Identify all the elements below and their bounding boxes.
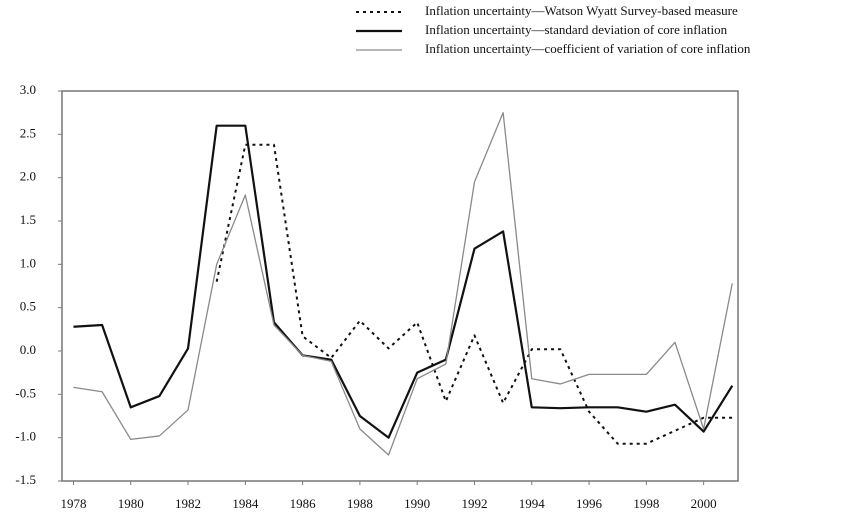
x-tick-label: 1986	[290, 496, 317, 511]
x-tick-label: 1984	[232, 496, 259, 511]
series-line	[73, 124, 734, 439]
x-tick-label: 1996	[576, 496, 603, 511]
y-tick-label: 2.5	[20, 125, 36, 140]
x-tick-label: 1980	[118, 496, 144, 511]
series-line	[73, 112, 733, 456]
y-tick-label: -0.5	[15, 385, 36, 400]
x-tick-label: 1988	[347, 496, 373, 511]
y-tick-label: 1.5	[20, 212, 36, 227]
x-tick-label: 2000	[691, 496, 717, 511]
y-tick-label: 1.0	[20, 255, 36, 270]
legend-label: Inflation uncertainty—standard deviation…	[425, 22, 728, 37]
legend-label: Inflation uncertainty—coefficient of var…	[425, 41, 751, 56]
x-tick-label: 1992	[461, 496, 487, 511]
x-tick-label: 1982	[175, 496, 201, 511]
plot-frame	[61, 90, 739, 482]
y-tick-label: -1.0	[15, 429, 36, 444]
y-tick-label: 0.0	[20, 342, 36, 357]
legend-label: Inflation uncertainty—Watson Wyatt Surve…	[425, 3, 738, 18]
y-tick-label: 2.0	[20, 169, 36, 184]
x-tick-label: 1994	[519, 496, 546, 511]
y-tick-label: -1.5	[15, 472, 36, 487]
x-tick-label: 1990	[404, 496, 430, 511]
y-tick-label: 3.0	[20, 82, 36, 97]
x-tick-label: 1978	[60, 496, 86, 511]
x-tick-label: 1998	[633, 496, 659, 511]
y-tick-label: 0.5	[20, 299, 36, 314]
series-line	[215, 143, 733, 445]
